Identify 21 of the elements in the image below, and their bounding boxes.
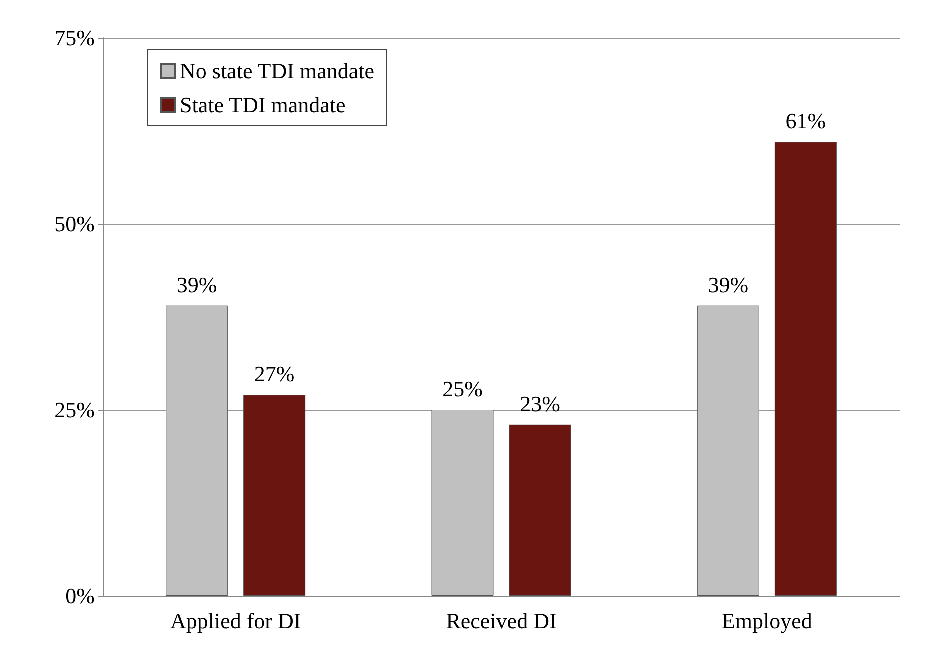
y-tick-label: 75% [54, 26, 95, 50]
data-label: 39% [708, 272, 749, 298]
bar [166, 306, 228, 596]
data-label: 27% [254, 362, 295, 387]
y-tick-label: 50% [54, 212, 95, 236]
legend-label: No state TDI mandate [180, 58, 374, 84]
bar [697, 306, 760, 596]
data-label: 23% [520, 391, 560, 416]
bar [774, 142, 837, 596]
x-tick-label: Received DI [446, 608, 557, 634]
data-label: 61% [786, 108, 826, 134]
y-tick-label: 0% [66, 584, 95, 608]
data-label: 39% [176, 272, 218, 298]
bar [509, 424, 572, 596]
bar [432, 410, 494, 596]
y-tick-label: 25% [54, 398, 95, 422]
x-tick-label: Employed [722, 608, 812, 634]
legend-label: State TDI mandate [180, 92, 346, 118]
bar [244, 395, 306, 596]
x-tick-label: Applied for DI [170, 608, 302, 634]
data-label: 25% [442, 376, 483, 402]
